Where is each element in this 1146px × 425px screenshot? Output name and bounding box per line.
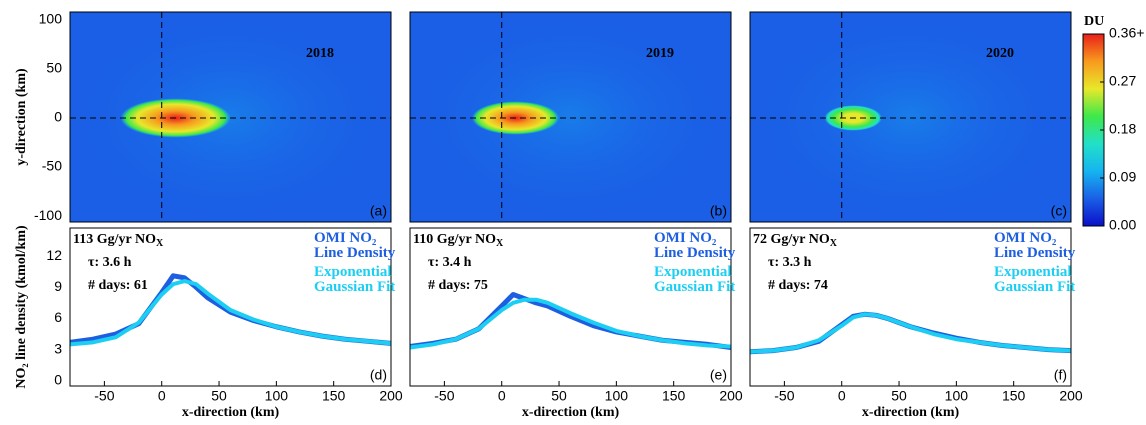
x-tick-label: -50 [774,388,794,404]
annotation: # days: 75 [428,278,488,293]
plot-area [70,228,391,386]
x-tick-label: 0 [838,388,846,404]
y-tick-label: -50 [42,158,62,174]
annotation-subscript: X [830,238,838,249]
panel-label: (b) [710,203,727,219]
x-tick-label: 50 [551,388,567,404]
panel-year: 2018 [306,46,334,61]
annotation: τ: 3.6 h [88,255,132,270]
plot-frame [749,11,1072,223]
plot-frame [409,11,732,223]
x-tick-label: 150 [322,388,346,404]
plot-area [410,228,731,386]
plot-frame [69,227,392,387]
x-tick-label: 150 [1002,388,1026,404]
plot-frame [69,11,392,223]
legend-entry: OMI NO₂ Line Density [654,230,736,261]
panel-year: 2019 [646,46,674,61]
plot-area [750,228,1071,386]
series-line [69,279,392,347]
x-tick-label: 200 [719,388,743,404]
y-axis-label: y-direction (km) [14,68,29,166]
legend-entry: Exponential Gaussian Fit [654,264,736,295]
x-tick-label: 200 [1059,388,1083,404]
annotation: # days: 74 [768,278,828,293]
heatmap-glow [70,12,391,222]
y-tick-label: 0 [54,372,62,388]
x-tick-label: 200 [379,388,403,404]
panel-label: (a) [370,203,387,219]
legend-entry: Exponential Gaussian Fit [994,264,1076,295]
x-tick-label: -50 [94,388,114,404]
legend-entry: OMI NO₂ Line Density [994,230,1076,261]
panel-label: (e) [710,367,727,383]
colorbar-tick-label: 0.36+ [1109,25,1144,41]
annotation: 72 Gg/yr NOX [753,232,838,249]
colorbar-tick-label: 0.09 [1109,169,1136,185]
x-axis-label: x-direction (km) [862,405,960,420]
legend-entry: Exponential Gaussian Fit [314,264,396,295]
annotation: τ: 3.3 h [768,255,812,270]
y-tick-label: 100 [39,11,63,27]
x-tick-label: 0 [158,388,166,404]
colorbar-tick-label: 0.00 [1109,217,1136,233]
x-tick-label: 100 [605,388,629,404]
annotation-subscript: X [156,238,164,249]
x-tick-label: 100 [265,388,289,404]
annotation: 113 Gg/yr NOX [73,232,164,249]
panel-label: (d) [370,367,387,383]
colorbar-tick-label: 0.18 [1109,121,1136,137]
annotation-flux: 110 Gg/yr NO [413,232,496,247]
y-tick-label: 12 [46,247,62,263]
x-tick-label: 50 [211,388,227,404]
panel-label: (f) [1054,367,1067,383]
y-tick-label: 0 [54,109,62,125]
y-tick-label: 9 [54,278,62,294]
colorbar-title: DU [1084,14,1104,29]
annotation-subscript: X [496,238,504,249]
series-line [749,312,1072,354]
panel-label: (c) [1051,203,1067,219]
series-line [409,297,732,350]
plot-frame [749,227,1072,387]
plot-frame [409,227,732,387]
annotation-flux: 72 Gg/yr NO [753,232,830,247]
x-tick-label: -50 [434,388,454,404]
annotation: # days: 61 [88,278,148,293]
heatmap-glow [750,12,1071,222]
y-axis-label: NO₂ line density (kmol/km) [14,225,29,389]
legend-entry: OMI NO₂ Line Density [314,230,396,261]
x-tick-label: 150 [662,388,686,404]
x-tick-label: 50 [891,388,907,404]
colorbar-tick-label: 0.27 [1109,73,1136,89]
annotation: 110 Gg/yr NOX [413,232,504,249]
y-tick-label: 50 [46,60,62,76]
heatmap-glow [410,12,731,222]
x-axis-label: x-direction (km) [522,405,620,420]
x-tick-label: 0 [498,388,506,404]
annotation: τ: 3.4 h [428,255,472,270]
annotation-flux: 113 Gg/yr NO [73,232,156,247]
y-tick-label: 3 [54,340,62,356]
x-axis-label: x-direction (km) [182,405,280,420]
y-tick-label: 6 [54,309,62,325]
x-tick-label: 100 [945,388,969,404]
panel-year: 2020 [986,46,1014,61]
y-tick-label: -100 [34,207,62,223]
